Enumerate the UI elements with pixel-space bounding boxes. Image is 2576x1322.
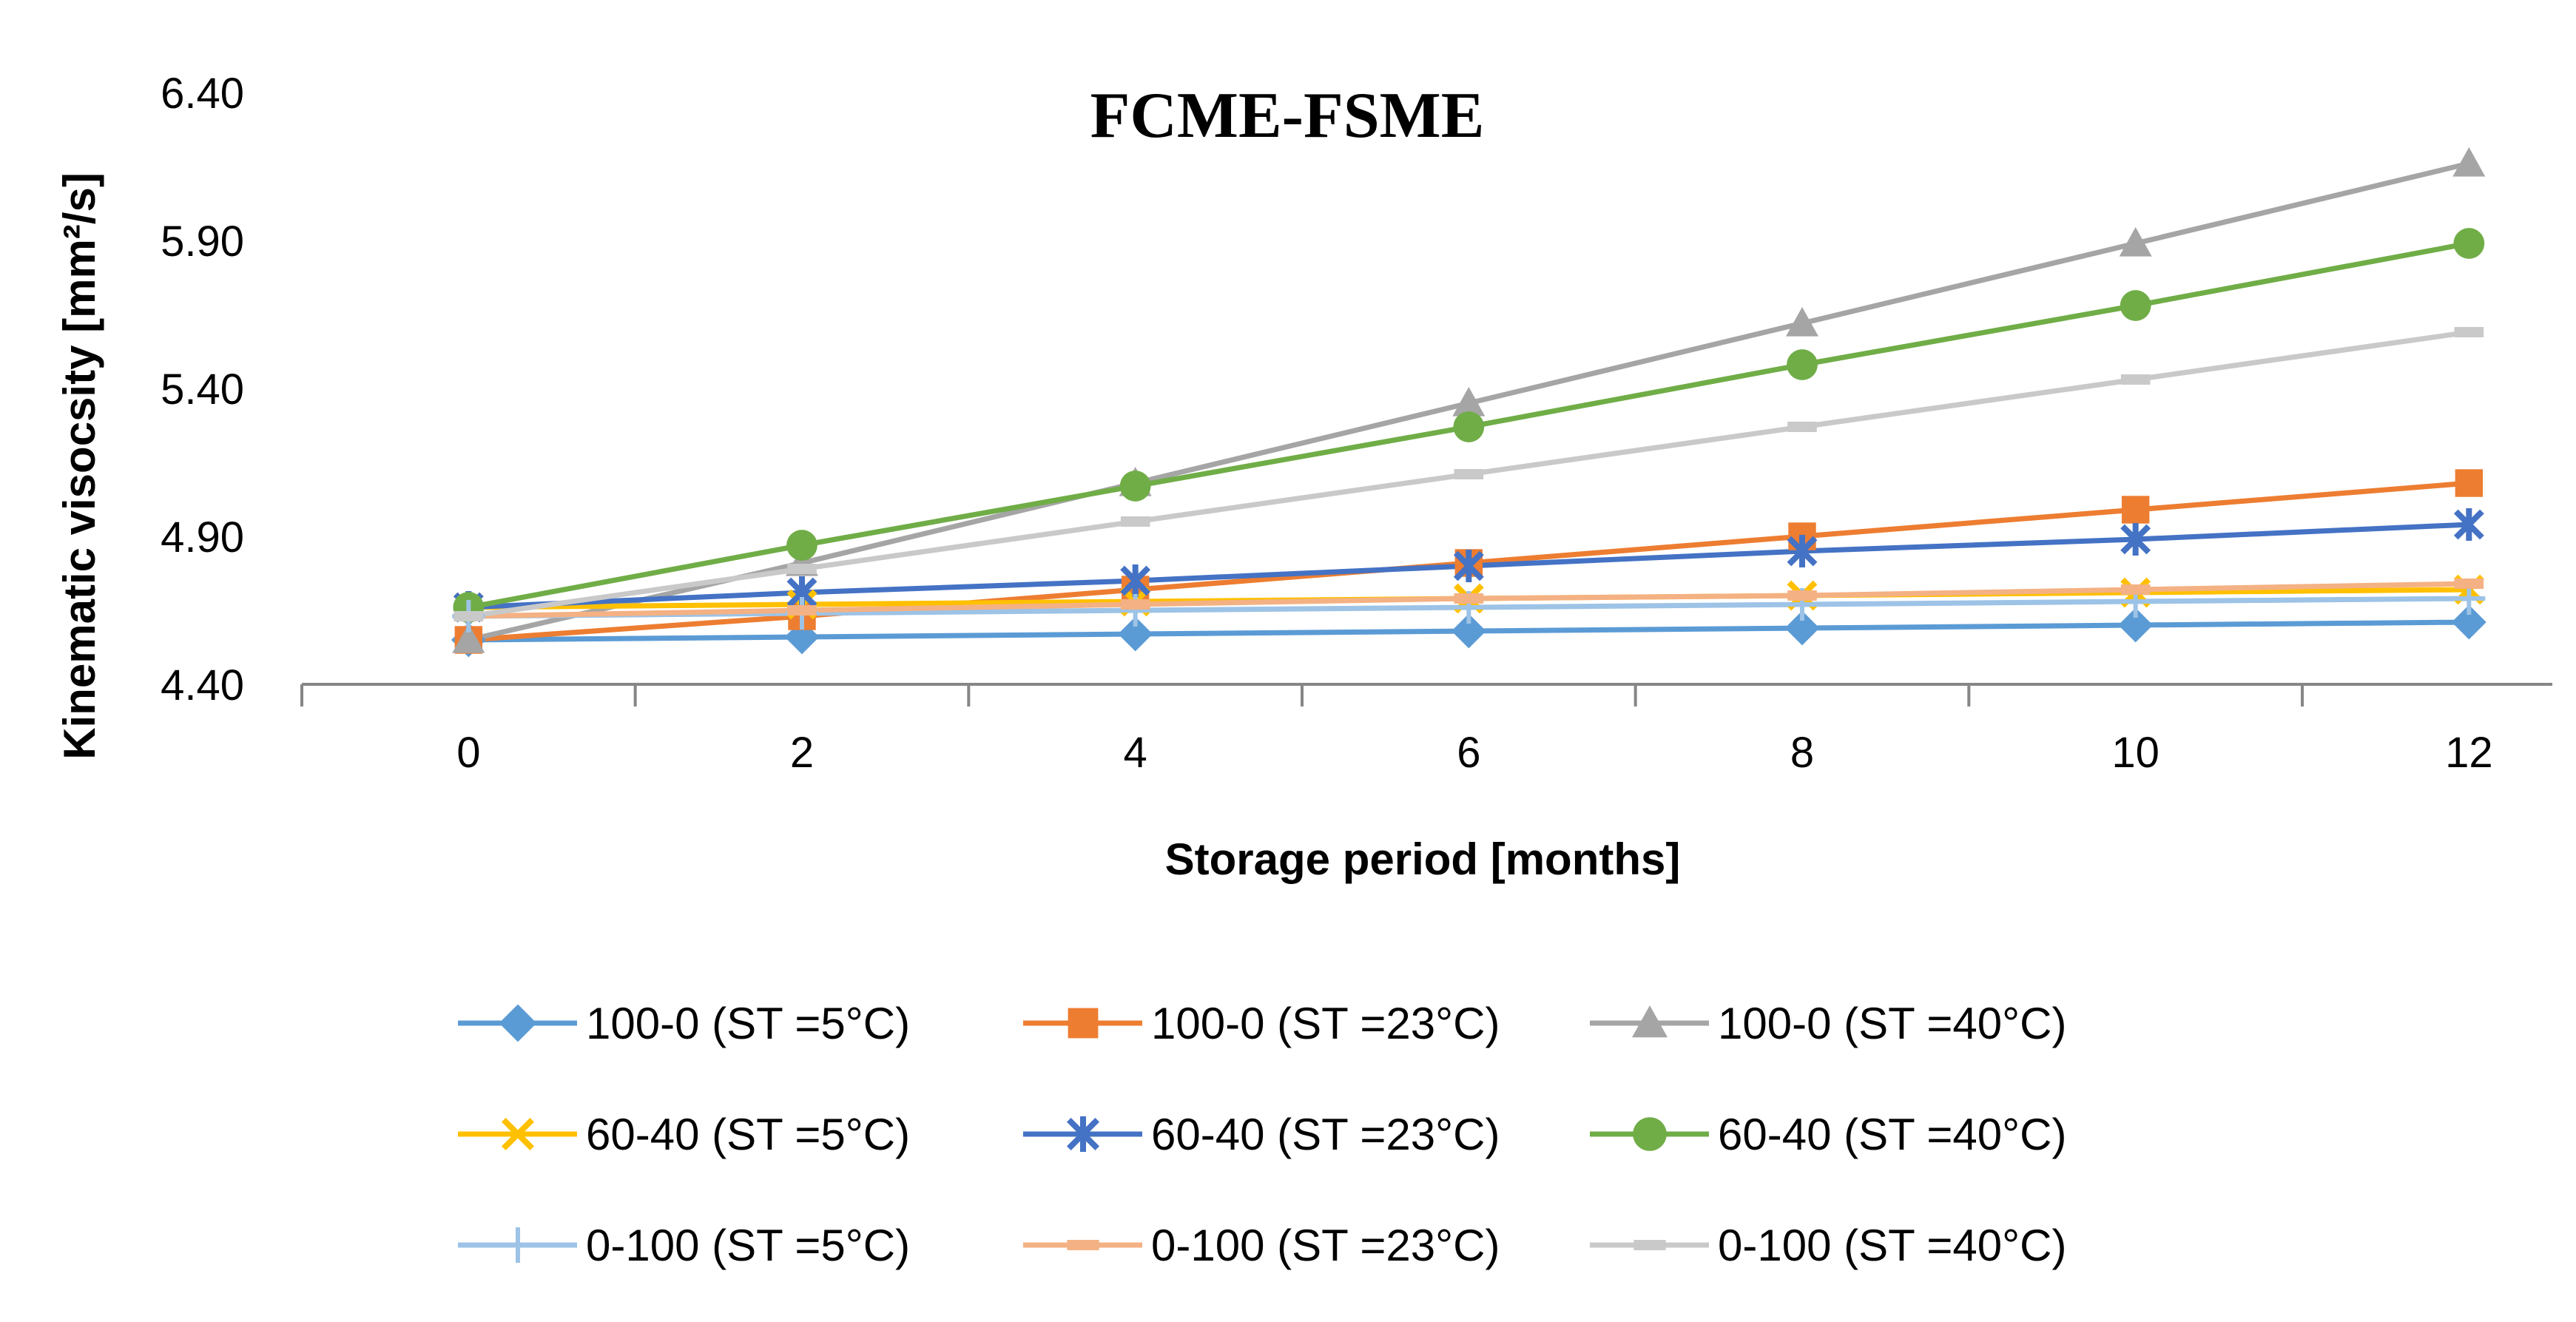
- legend-label: 100-0 (ST =40°C): [1718, 999, 2066, 1048]
- data-point: [1120, 516, 1150, 527]
- legend-marker: [1066, 1116, 1100, 1152]
- data-point: [2454, 327, 2484, 337]
- data-point: [787, 564, 817, 574]
- legend-marker: [1632, 1005, 1668, 1038]
- legend-item: 0-100 (ST =40°C): [1590, 1221, 2066, 1270]
- legend-marker: [1633, 1117, 1667, 1151]
- y-tick-label: 4.90: [161, 513, 244, 561]
- data-point: [2118, 607, 2154, 643]
- y-tick-label: 4.40: [161, 661, 244, 709]
- data-point: [1451, 613, 1486, 649]
- series-markers: [451, 147, 2486, 658]
- x-tick-label: 2: [790, 729, 814, 777]
- data-point: [2454, 579, 2484, 589]
- data-point: [2452, 147, 2486, 177]
- legend: 100-0 (ST =5°C) 100-0 (ST =23°C) 100-0 (ST…: [458, 999, 2066, 1270]
- y-tick-label: 6.40: [161, 70, 244, 118]
- data-point: [452, 624, 485, 653]
- x-tick-label: 4: [1124, 729, 1147, 777]
- data-point: [1453, 550, 1484, 582]
- data-point: [1787, 535, 1818, 567]
- data-point: [2119, 227, 2152, 257]
- x-axis-title: Storage period [months]: [1165, 834, 1681, 884]
- legend-label: 60-40 (ST =23°C): [1151, 1110, 1500, 1159]
- data-point: [1120, 564, 1151, 597]
- axes: 0 2 4 6 8 10 12 4.40 4.90 5.40 5.90 6.40: [161, 70, 2552, 777]
- legend-label: 0-100 (ST =40°C): [1718, 1221, 2066, 1270]
- x-tick-label: 0: [456, 729, 480, 777]
- legend-label: 60-40 (ST =40°C): [1718, 1110, 2066, 1159]
- data-point: [1119, 471, 1151, 502]
- legend-label: 60-40 (ST =5°C): [586, 1110, 910, 1159]
- legend-marker: [1067, 1240, 1099, 1250]
- data-point: [2121, 496, 2150, 524]
- legend-item: 100-0 (ST =5°C): [458, 999, 910, 1048]
- data-point: [1118, 616, 1153, 652]
- legend-marker: [1633, 1240, 1666, 1250]
- y-tick-label: 5.40: [161, 365, 244, 414]
- x-tick-label: 8: [1790, 729, 1814, 777]
- legend-label: 0-100 (ST =5°C): [586, 1221, 910, 1270]
- data-point: [2455, 469, 2484, 497]
- data-point: [454, 611, 484, 621]
- data-point: [1453, 411, 1485, 442]
- legend-label: 100-0 (ST =5°C): [586, 999, 910, 1048]
- legend-item: 100-0 (ST =40°C): [1590, 999, 2066, 1048]
- y-tick-label: 5.90: [161, 217, 244, 266]
- data-point: [2453, 508, 2484, 541]
- legend-item: 60-40 (ST =40°C): [1590, 1110, 2066, 1159]
- legend-item: 100-0 (ST =23°C): [1023, 999, 1500, 1048]
- data-point: [1454, 593, 1484, 604]
- data-point: [1787, 590, 1817, 601]
- x-tick-label: 10: [2111, 729, 2159, 777]
- data-point: [1787, 349, 1818, 380]
- data-point: [1784, 610, 1820, 646]
- x-tick-label: 6: [1457, 729, 1480, 777]
- legend-marker: [501, 1117, 535, 1151]
- data-point: [2120, 374, 2151, 385]
- legend-label: 0-100 (ST =23°C): [1151, 1221, 1500, 1270]
- legend-marker: [1068, 1008, 1099, 1039]
- data-point: [786, 530, 817, 561]
- legend-item: 60-40 (ST =5°C): [458, 1110, 910, 1159]
- data-point: [1786, 307, 1818, 337]
- legend-item: 0-100 (ST =5°C): [458, 1221, 910, 1270]
- data-point: [2120, 523, 2151, 556]
- legend-marker: [499, 1004, 537, 1042]
- legend-marker: [500, 1227, 536, 1263]
- chart-title: FCME-FSME: [1090, 80, 1485, 152]
- data-point: [2120, 290, 2151, 321]
- data-point: [787, 605, 817, 616]
- data-point: [1120, 599, 1150, 610]
- data-point: [1787, 422, 1817, 432]
- data-point: [2453, 228, 2485, 259]
- x-tick-label: 12: [2445, 729, 2493, 777]
- legend-item: 0-100 (ST =23°C): [1023, 1221, 1500, 1270]
- data-point: [2120, 584, 2151, 595]
- data-point: [2451, 604, 2486, 640]
- legend-item: 60-40 (ST =23°C): [1023, 1110, 1500, 1159]
- y-axis-title: Kinematic visocsity [mm²/s]: [55, 172, 104, 760]
- data-point: [1454, 469, 1484, 479]
- legend-label: 100-0 (ST =23°C): [1151, 999, 1500, 1048]
- data-point: [1452, 387, 1486, 417]
